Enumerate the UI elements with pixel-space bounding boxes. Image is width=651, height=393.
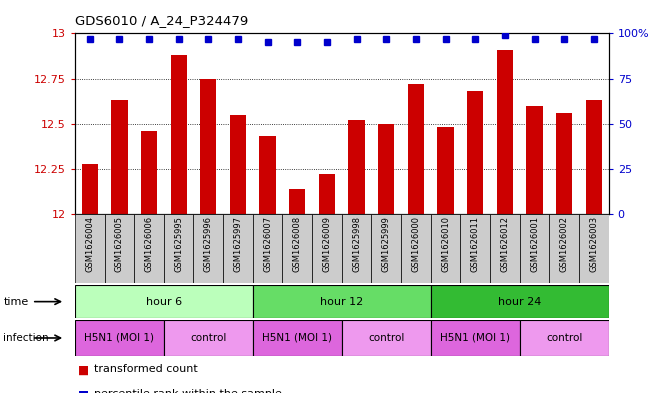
FancyBboxPatch shape xyxy=(431,285,609,318)
Bar xyxy=(200,79,217,214)
Text: GSM1625995: GSM1625995 xyxy=(174,216,183,272)
FancyBboxPatch shape xyxy=(342,214,372,283)
Text: GSM1626002: GSM1626002 xyxy=(560,216,569,272)
FancyBboxPatch shape xyxy=(223,214,253,283)
FancyBboxPatch shape xyxy=(519,214,549,283)
FancyBboxPatch shape xyxy=(460,214,490,283)
Text: control: control xyxy=(546,333,583,343)
Text: hour 6: hour 6 xyxy=(146,297,182,307)
FancyBboxPatch shape xyxy=(253,320,342,356)
Text: GSM1626011: GSM1626011 xyxy=(471,216,480,272)
FancyBboxPatch shape xyxy=(342,320,431,356)
Text: H5N1 (MOI 1): H5N1 (MOI 1) xyxy=(262,333,332,343)
Text: percentile rank within the sample: percentile rank within the sample xyxy=(94,389,283,393)
FancyBboxPatch shape xyxy=(75,214,105,283)
FancyBboxPatch shape xyxy=(283,214,312,283)
Text: transformed count: transformed count xyxy=(94,364,198,373)
Text: GSM1625999: GSM1625999 xyxy=(381,216,391,272)
FancyBboxPatch shape xyxy=(164,320,253,356)
FancyBboxPatch shape xyxy=(253,285,431,318)
Text: GSM1626005: GSM1626005 xyxy=(115,216,124,272)
FancyBboxPatch shape xyxy=(401,214,431,283)
Text: GSM1626009: GSM1626009 xyxy=(322,216,331,272)
Text: GSM1626000: GSM1626000 xyxy=(411,216,421,272)
FancyBboxPatch shape xyxy=(431,320,519,356)
Bar xyxy=(497,50,513,214)
Text: GSM1625997: GSM1625997 xyxy=(234,216,242,272)
Text: GSM1626007: GSM1626007 xyxy=(263,216,272,272)
Text: GSM1626003: GSM1626003 xyxy=(589,216,598,272)
Bar xyxy=(230,115,246,214)
Bar xyxy=(437,127,454,214)
Text: GSM1626006: GSM1626006 xyxy=(145,216,154,272)
FancyBboxPatch shape xyxy=(490,214,519,283)
FancyBboxPatch shape xyxy=(75,320,164,356)
Bar xyxy=(586,100,602,214)
Text: GSM1626010: GSM1626010 xyxy=(441,216,450,272)
FancyBboxPatch shape xyxy=(549,214,579,283)
Text: GSM1625996: GSM1625996 xyxy=(204,216,213,272)
Text: GSM1625998: GSM1625998 xyxy=(352,216,361,272)
Bar xyxy=(408,84,424,214)
Bar xyxy=(378,124,395,214)
FancyBboxPatch shape xyxy=(253,214,283,283)
Text: GDS6010 / A_24_P324479: GDS6010 / A_24_P324479 xyxy=(75,14,248,27)
Bar xyxy=(467,91,484,214)
Text: time: time xyxy=(3,297,29,307)
FancyBboxPatch shape xyxy=(431,214,460,283)
Bar xyxy=(319,174,335,214)
Text: GSM1626008: GSM1626008 xyxy=(293,216,302,272)
Text: control: control xyxy=(190,333,227,343)
Text: hour 12: hour 12 xyxy=(320,297,363,307)
Bar xyxy=(111,100,128,214)
FancyBboxPatch shape xyxy=(312,214,342,283)
Bar xyxy=(171,55,187,214)
Text: control: control xyxy=(368,333,404,343)
Bar xyxy=(81,163,98,214)
Text: GSM1626001: GSM1626001 xyxy=(530,216,539,272)
FancyBboxPatch shape xyxy=(164,214,193,283)
FancyBboxPatch shape xyxy=(519,320,609,356)
Text: H5N1 (MOI 1): H5N1 (MOI 1) xyxy=(440,333,510,343)
Bar xyxy=(348,120,365,214)
Bar xyxy=(141,131,157,214)
FancyBboxPatch shape xyxy=(134,214,164,283)
Bar xyxy=(556,113,572,214)
Text: infection: infection xyxy=(3,333,49,343)
Bar xyxy=(527,106,543,214)
Text: ■: ■ xyxy=(78,364,89,376)
FancyBboxPatch shape xyxy=(105,214,134,283)
Text: GSM1626004: GSM1626004 xyxy=(85,216,94,272)
FancyBboxPatch shape xyxy=(193,214,223,283)
Bar xyxy=(289,189,305,214)
Text: hour 24: hour 24 xyxy=(498,297,542,307)
Text: GSM1626012: GSM1626012 xyxy=(501,216,509,272)
FancyBboxPatch shape xyxy=(372,214,401,283)
Bar xyxy=(260,136,276,214)
FancyBboxPatch shape xyxy=(75,285,253,318)
Text: ■: ■ xyxy=(78,389,89,393)
Text: H5N1 (MOI 1): H5N1 (MOI 1) xyxy=(85,333,154,343)
FancyBboxPatch shape xyxy=(579,214,609,283)
